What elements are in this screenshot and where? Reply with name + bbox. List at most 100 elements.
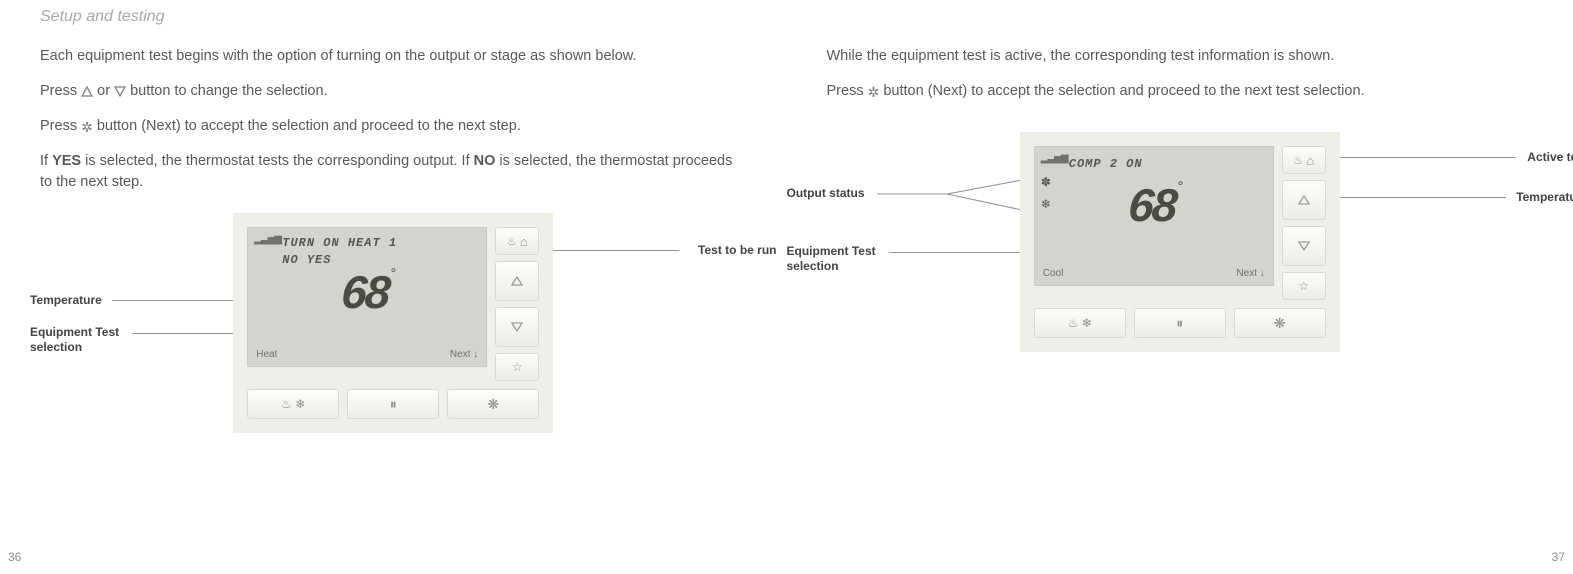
- pause-icon: ⏸: [390, 396, 397, 413]
- callout-label: selection: [30, 340, 82, 354]
- callout-temperature: Temperature: [30, 293, 102, 307]
- left-p1: Each equipment test begins with the opti…: [40, 46, 747, 67]
- text: button (Next) to accept the selection an…: [97, 118, 521, 134]
- text: or: [97, 83, 114, 99]
- up-button[interactable]: [1282, 180, 1326, 220]
- down-button[interactable]: [1282, 226, 1326, 266]
- text: Press: [40, 118, 81, 134]
- left-column: Each equipment test begins with the opti…: [40, 46, 747, 433]
- left-p3: Press ✲ button (Next) to accept the sele…: [40, 116, 747, 137]
- page-number-left: 36: [8, 550, 21, 564]
- snow-icon: ❄: [1082, 316, 1092, 330]
- up-triangle-icon: [1297, 194, 1311, 206]
- down-triangle-icon: [114, 86, 126, 97]
- fan-button[interactable]: ❋: [447, 389, 539, 419]
- callout-label: Equipment Test: [787, 244, 876, 258]
- text: Press: [40, 83, 81, 99]
- down-triangle-icon: [510, 321, 524, 333]
- callout-equipment-test: Equipment Test selection: [30, 325, 119, 354]
- pause-button[interactable]: ⏸: [1134, 308, 1226, 338]
- side-buttons: ♨ ⌂ ☆: [1282, 146, 1326, 300]
- lcd-text-line1: TURN ON HEAT 1: [282, 236, 478, 250]
- temperature-display: 68°: [1040, 178, 1267, 232]
- thermostat-device: ▂▃▅▆ ✽ ❄ COMP 2 ON 68° Cool Next ↓ ♨ ⌂: [1020, 132, 1340, 352]
- pause-icon: ⏸: [1176, 315, 1183, 332]
- no-bold: NO: [474, 153, 496, 169]
- section-title: Setup and testing: [40, 8, 1533, 26]
- signal-icon: ▂▃▅▆: [1041, 153, 1068, 164]
- lcd-text-line1: COMP 2 ON: [1069, 157, 1265, 171]
- home-icon: ⌂: [520, 234, 528, 249]
- bottom-buttons: ♨ ❄ ⏸ ❋: [1034, 308, 1326, 338]
- star-icon: ☆: [1298, 279, 1309, 293]
- thermostat-device: ▂▃▅▆ TURN ON HEAT 1 NO YES 68° Heat Next…: [233, 213, 553, 433]
- text: button to change the selection.: [130, 83, 328, 99]
- lcd-screen: ▂▃▅▆ TURN ON HEAT 1 NO YES 68° Heat Next…: [247, 227, 487, 367]
- snow-icon: ❄: [295, 397, 305, 411]
- callout-label: Active test: [1527, 150, 1573, 164]
- callout-label: Output status: [787, 186, 865, 200]
- callout-temperature-right: Temperature: [1516, 190, 1573, 204]
- temp-value: 68: [340, 266, 392, 318]
- next-label: Next ↓: [450, 349, 478, 360]
- yes-bold: YES: [52, 153, 81, 169]
- right-p1: While the equipment test is active, the …: [827, 46, 1534, 67]
- content-columns: Each equipment test begins with the opti…: [40, 46, 1533, 433]
- flame-icon: ♨: [1068, 316, 1079, 330]
- callout-test-to-run: Test to be run: [698, 243, 776, 257]
- callout-output-status: Output status: [787, 186, 865, 200]
- mode-label: Cool: [1043, 268, 1064, 279]
- pause-button[interactable]: ⏸: [347, 389, 439, 419]
- star-icon: ☆: [512, 360, 523, 374]
- callout-equipment-test: Equipment Test selection: [787, 244, 876, 273]
- heat-cool-button[interactable]: ♨ ❄: [247, 389, 339, 419]
- bottom-buttons: ♨ ❄ ⏸ ❋: [247, 389, 539, 419]
- signal-icon: ▂▃▅▆: [254, 234, 281, 245]
- text: If: [40, 153, 52, 169]
- callout-active-test: Active test: [1527, 150, 1573, 164]
- left-p2: Press or button to change the selection.: [40, 81, 747, 102]
- page-number-right: 37: [1552, 550, 1565, 564]
- heat-cool-button[interactable]: ♨ ❄: [1034, 308, 1126, 338]
- fan-icon: ✲: [81, 117, 93, 137]
- home-icon: ⌂: [1306, 153, 1314, 168]
- flame-icon: ♨: [281, 397, 292, 411]
- callout-label: Temperature: [30, 293, 102, 307]
- mode-button[interactable]: ♨ ⌂: [1282, 146, 1326, 174]
- mode-button[interactable]: ♨ ⌂: [495, 227, 539, 255]
- flame-icon: ♨: [1293, 154, 1303, 167]
- right-column: While the equipment test is active, the …: [827, 46, 1534, 433]
- callout-label: Temperature: [1516, 190, 1573, 204]
- fanblade-icon: ❋: [487, 396, 499, 413]
- degree-icon: °: [1176, 178, 1181, 194]
- down-button[interactable]: [495, 307, 539, 347]
- temperature-display: 68°: [254, 265, 481, 319]
- lcd-screen: ▂▃▅▆ ✽ ❄ COMP 2 ON 68° Cool Next ↓: [1034, 146, 1274, 286]
- fan-button[interactable]: ❋: [1234, 308, 1326, 338]
- up-button[interactable]: [495, 261, 539, 301]
- next-label: Next ↓: [1236, 268, 1264, 279]
- temp-value: 68: [1126, 179, 1178, 231]
- callout-label: Test to be run: [698, 243, 776, 257]
- down-triangle-icon: [1297, 240, 1311, 252]
- up-triangle-icon: [510, 275, 524, 287]
- side-buttons: ♨ ⌂ ☆: [495, 227, 539, 381]
- callout-label: selection: [787, 259, 839, 273]
- right-p2: Press ✲ button (Next) to accept the sele…: [827, 81, 1534, 102]
- fan-icon: ✲: [868, 82, 880, 102]
- left-p4: If YES is selected, the thermostat tests…: [40, 151, 747, 193]
- left-figure: Temperature Equipment Test selection Tes…: [40, 213, 747, 433]
- up-triangle-icon: [81, 86, 93, 97]
- mode-label: Heat: [256, 349, 277, 360]
- text: button (Next) to accept the selection an…: [883, 83, 1364, 99]
- degree-icon: °: [390, 265, 395, 281]
- text: is selected, the thermostat tests the co…: [81, 153, 474, 169]
- flame-icon: ♨: [507, 235, 517, 248]
- branch-line-icon: [877, 180, 1027, 220]
- star-button[interactable]: ☆: [1282, 272, 1326, 300]
- star-button[interactable]: ☆: [495, 353, 539, 381]
- right-figure: Output status Equipment Test selection A…: [827, 132, 1534, 352]
- fanblade-icon: ❋: [1274, 315, 1286, 332]
- text: Press: [827, 83, 868, 99]
- callout-label: Equipment Test: [30, 325, 119, 339]
